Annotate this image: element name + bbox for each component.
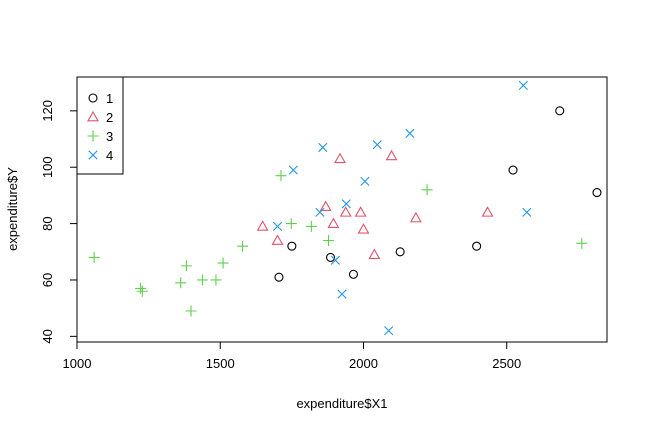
data-point	[272, 221, 283, 232]
data-point	[88, 251, 100, 263]
plot-frame	[76, 76, 608, 343]
data-point	[271, 234, 284, 245]
data-point	[576, 237, 588, 249]
data-point	[481, 206, 494, 217]
series-2	[256, 149, 494, 259]
data-point	[175, 277, 187, 289]
data-point	[592, 188, 602, 198]
legend-marker-2	[87, 110, 99, 122]
y-tick-label: 60	[40, 273, 55, 287]
y-axis-label: expenditure$Y	[5, 167, 20, 251]
y-tick-label: 80	[40, 216, 55, 230]
data-point	[368, 248, 381, 259]
data-point	[287, 241, 297, 251]
legend-marker-4	[88, 150, 98, 160]
data-point	[348, 269, 359, 279]
x-tick-label: 2000	[349, 356, 378, 371]
x-axis-label: expenditure$X1	[296, 396, 387, 411]
y-axis: 40 60 80 100 120	[40, 100, 78, 344]
legend-label: 1	[106, 91, 113, 106]
series-3	[88, 170, 588, 317]
data-point	[305, 220, 317, 232]
data-point	[409, 211, 422, 223]
data-point	[196, 274, 208, 286]
data-point	[180, 260, 192, 272]
data-point	[210, 274, 222, 286]
data-point	[472, 241, 482, 251]
data-points	[88, 80, 602, 336]
data-point	[275, 170, 287, 182]
legend-label: 2	[106, 110, 113, 125]
series-1	[274, 106, 602, 282]
legend-box	[76, 76, 124, 175]
legend-label: 4	[106, 148, 113, 163]
data-point	[360, 176, 370, 186]
data-point	[372, 140, 382, 150]
data-point	[217, 257, 229, 269]
data-point	[395, 247, 405, 257]
data-point	[288, 165, 298, 175]
x-tick-label: 1500	[206, 356, 235, 371]
data-point	[385, 149, 398, 161]
legend-marker-1	[88, 93, 98, 103]
data-point	[325, 252, 336, 262]
x-axis: 1000 1500 2000 2500	[63, 341, 521, 371]
legend: 1 2 3 4	[76, 76, 124, 175]
data-point	[136, 285, 148, 297]
data-point	[405, 128, 415, 138]
data-point	[337, 289, 347, 299]
data-point	[522, 207, 532, 217]
data-point	[508, 165, 518, 175]
y-tick-label: 100	[40, 156, 55, 178]
data-point	[318, 142, 328, 153]
legend-marker-3	[87, 130, 99, 142]
data-point	[135, 282, 147, 294]
data-point	[330, 255, 340, 265]
legend-label: 3	[106, 129, 113, 144]
data-point	[319, 200, 332, 212]
y-tick-label: 120	[40, 100, 55, 122]
y-tick-label: 40	[40, 329, 55, 343]
data-point	[339, 206, 352, 217]
data-point	[285, 218, 297, 230]
data-point	[357, 223, 370, 234]
series-4	[272, 80, 532, 336]
data-point	[323, 235, 335, 247]
data-point	[341, 199, 351, 209]
data-point	[518, 80, 528, 91]
data-point	[327, 217, 340, 228]
data-point	[555, 106, 565, 116]
data-point	[274, 272, 284, 282]
data-point	[237, 240, 249, 252]
x-tick-label: 1000	[63, 356, 92, 371]
data-point	[384, 326, 394, 336]
data-point	[185, 305, 197, 317]
data-point	[354, 206, 367, 217]
data-point	[315, 207, 325, 217]
x-tick-label: 2500	[492, 356, 521, 371]
data-point	[421, 184, 433, 196]
data-point	[256, 220, 269, 231]
data-point	[334, 152, 346, 164]
